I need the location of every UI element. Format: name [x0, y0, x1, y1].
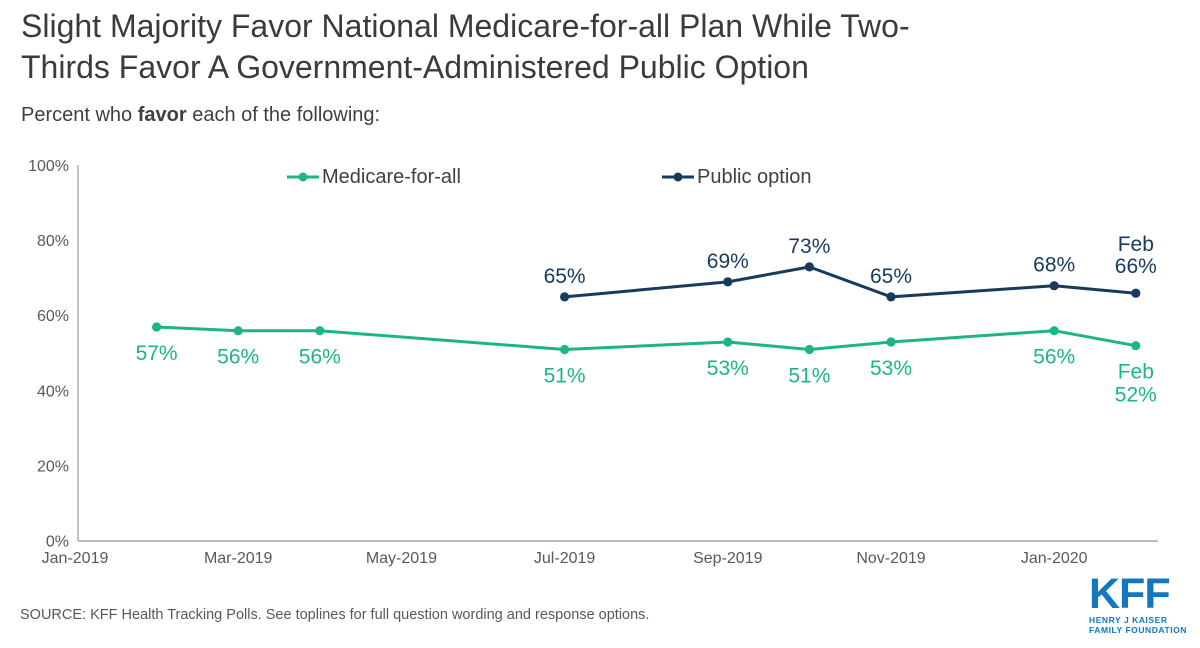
page-title-line2: Thirds Favor A Government-Administered P…	[21, 49, 809, 85]
data-point	[886, 337, 896, 347]
kff-logo-subtext: HENRY J KAISER FAMILY FOUNDATION	[1089, 615, 1189, 635]
y-tick-label: 100%	[28, 158, 69, 175]
x-tick-label: Jul-2019	[534, 550, 595, 567]
y-tick-label: 60%	[37, 308, 69, 325]
data-label: 53%	[870, 357, 912, 380]
y-tick-label: 20%	[37, 458, 69, 475]
x-tick-label: Jan-2020	[1021, 550, 1088, 567]
data-point	[233, 326, 243, 336]
data-point	[886, 292, 896, 302]
data-label: 68%	[1033, 254, 1075, 277]
legend-marker-public-option-icon	[662, 172, 694, 182]
data-point	[1049, 281, 1059, 291]
legend-item-public-option: Public option	[662, 166, 812, 188]
data-label: 73%	[788, 235, 830, 258]
data-point	[1131, 288, 1141, 298]
data-point	[804, 344, 815, 355]
data-label: Feb	[1118, 361, 1154, 384]
data-label: 65%	[870, 265, 912, 288]
data-point	[723, 337, 733, 347]
page-subtitle: Percent who favor each of the following:	[21, 104, 380, 127]
kff-logo-acronym: KFF	[1089, 570, 1171, 618]
y-axis-ticks: 0% 20% 40% 60% 80% 100%	[28, 158, 69, 551]
page-title: Slight Majority Favor National Medicare-…	[21, 6, 1181, 88]
data-label: 53%	[707, 357, 749, 380]
data-point	[560, 292, 570, 302]
x-axis-ticks: Jan-2019 Mar-2019 May-2019 Jul-2019 Sep-2019…	[42, 550, 1088, 567]
data-point	[1049, 326, 1059, 336]
y-tick-label: 80%	[37, 233, 69, 250]
data-point	[152, 322, 162, 332]
legend-item-medicare-for-all: Medicare-for-all	[287, 166, 461, 188]
data-label: 69%	[707, 250, 749, 273]
source-note: SOURCE: KFF Health Tracking Polls. See t…	[20, 607, 650, 623]
subtitle-prefix: Percent who	[21, 104, 138, 126]
x-tick-label: Nov-2019	[856, 550, 925, 567]
data-point	[315, 326, 325, 336]
subtitle-suffix: each of the following:	[186, 104, 381, 126]
data-label: 57%	[136, 342, 178, 365]
subtitle-bold-word: favor	[137, 104, 187, 126]
kff-logo: KFF HENRY J KAISER FAMILY FOUNDATION	[1089, 570, 1189, 636]
legend-label-public-option: Public option	[697, 165, 812, 188]
data-label: 56%	[217, 346, 259, 369]
x-tick-label: Sep-2019	[693, 550, 762, 567]
legend-marker-medicare-icon	[287, 172, 319, 182]
data-point	[723, 277, 733, 287]
data-point	[804, 262, 815, 272]
y-tick-label: 0%	[46, 534, 69, 551]
data-label: Feb	[1118, 233, 1154, 256]
legend-label-medicare: Medicare-for-all	[322, 165, 461, 188]
kff-logo-line1: HENRY J KAISER	[1089, 615, 1168, 625]
data-label: 52%	[1115, 384, 1157, 407]
data-label: 56%	[1033, 346, 1075, 369]
data-point	[1131, 341, 1141, 351]
axes	[77, 165, 1158, 542]
data-label: 56%	[299, 346, 341, 369]
data-label: 65%	[544, 265, 586, 288]
data-label: 51%	[544, 364, 586, 387]
x-tick-label: Jan-2019	[42, 550, 109, 567]
y-tick-label: 40%	[37, 383, 69, 400]
chart-svg: 0% 20% 40% 60% 80% 100% Jan-2019 Mar-2019 May-20…	[28, 158, 1158, 567]
page-title-line1: Slight Majority Favor National Medicare-…	[21, 8, 910, 44]
data-label: 66%	[1115, 255, 1157, 278]
kff-logo-line2: FAMILY FOUNDATION	[1089, 625, 1187, 635]
x-tick-label: Mar-2019	[204, 550, 273, 567]
data-label: 51%	[788, 364, 830, 387]
series-line	[563, 265, 1138, 299]
x-tick-label: May-2019	[366, 550, 437, 567]
data-point	[560, 344, 570, 355]
